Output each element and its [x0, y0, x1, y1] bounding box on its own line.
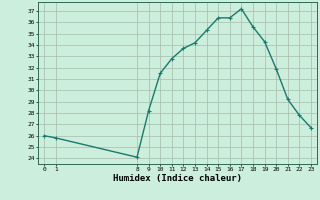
X-axis label: Humidex (Indice chaleur): Humidex (Indice chaleur)	[113, 174, 242, 183]
